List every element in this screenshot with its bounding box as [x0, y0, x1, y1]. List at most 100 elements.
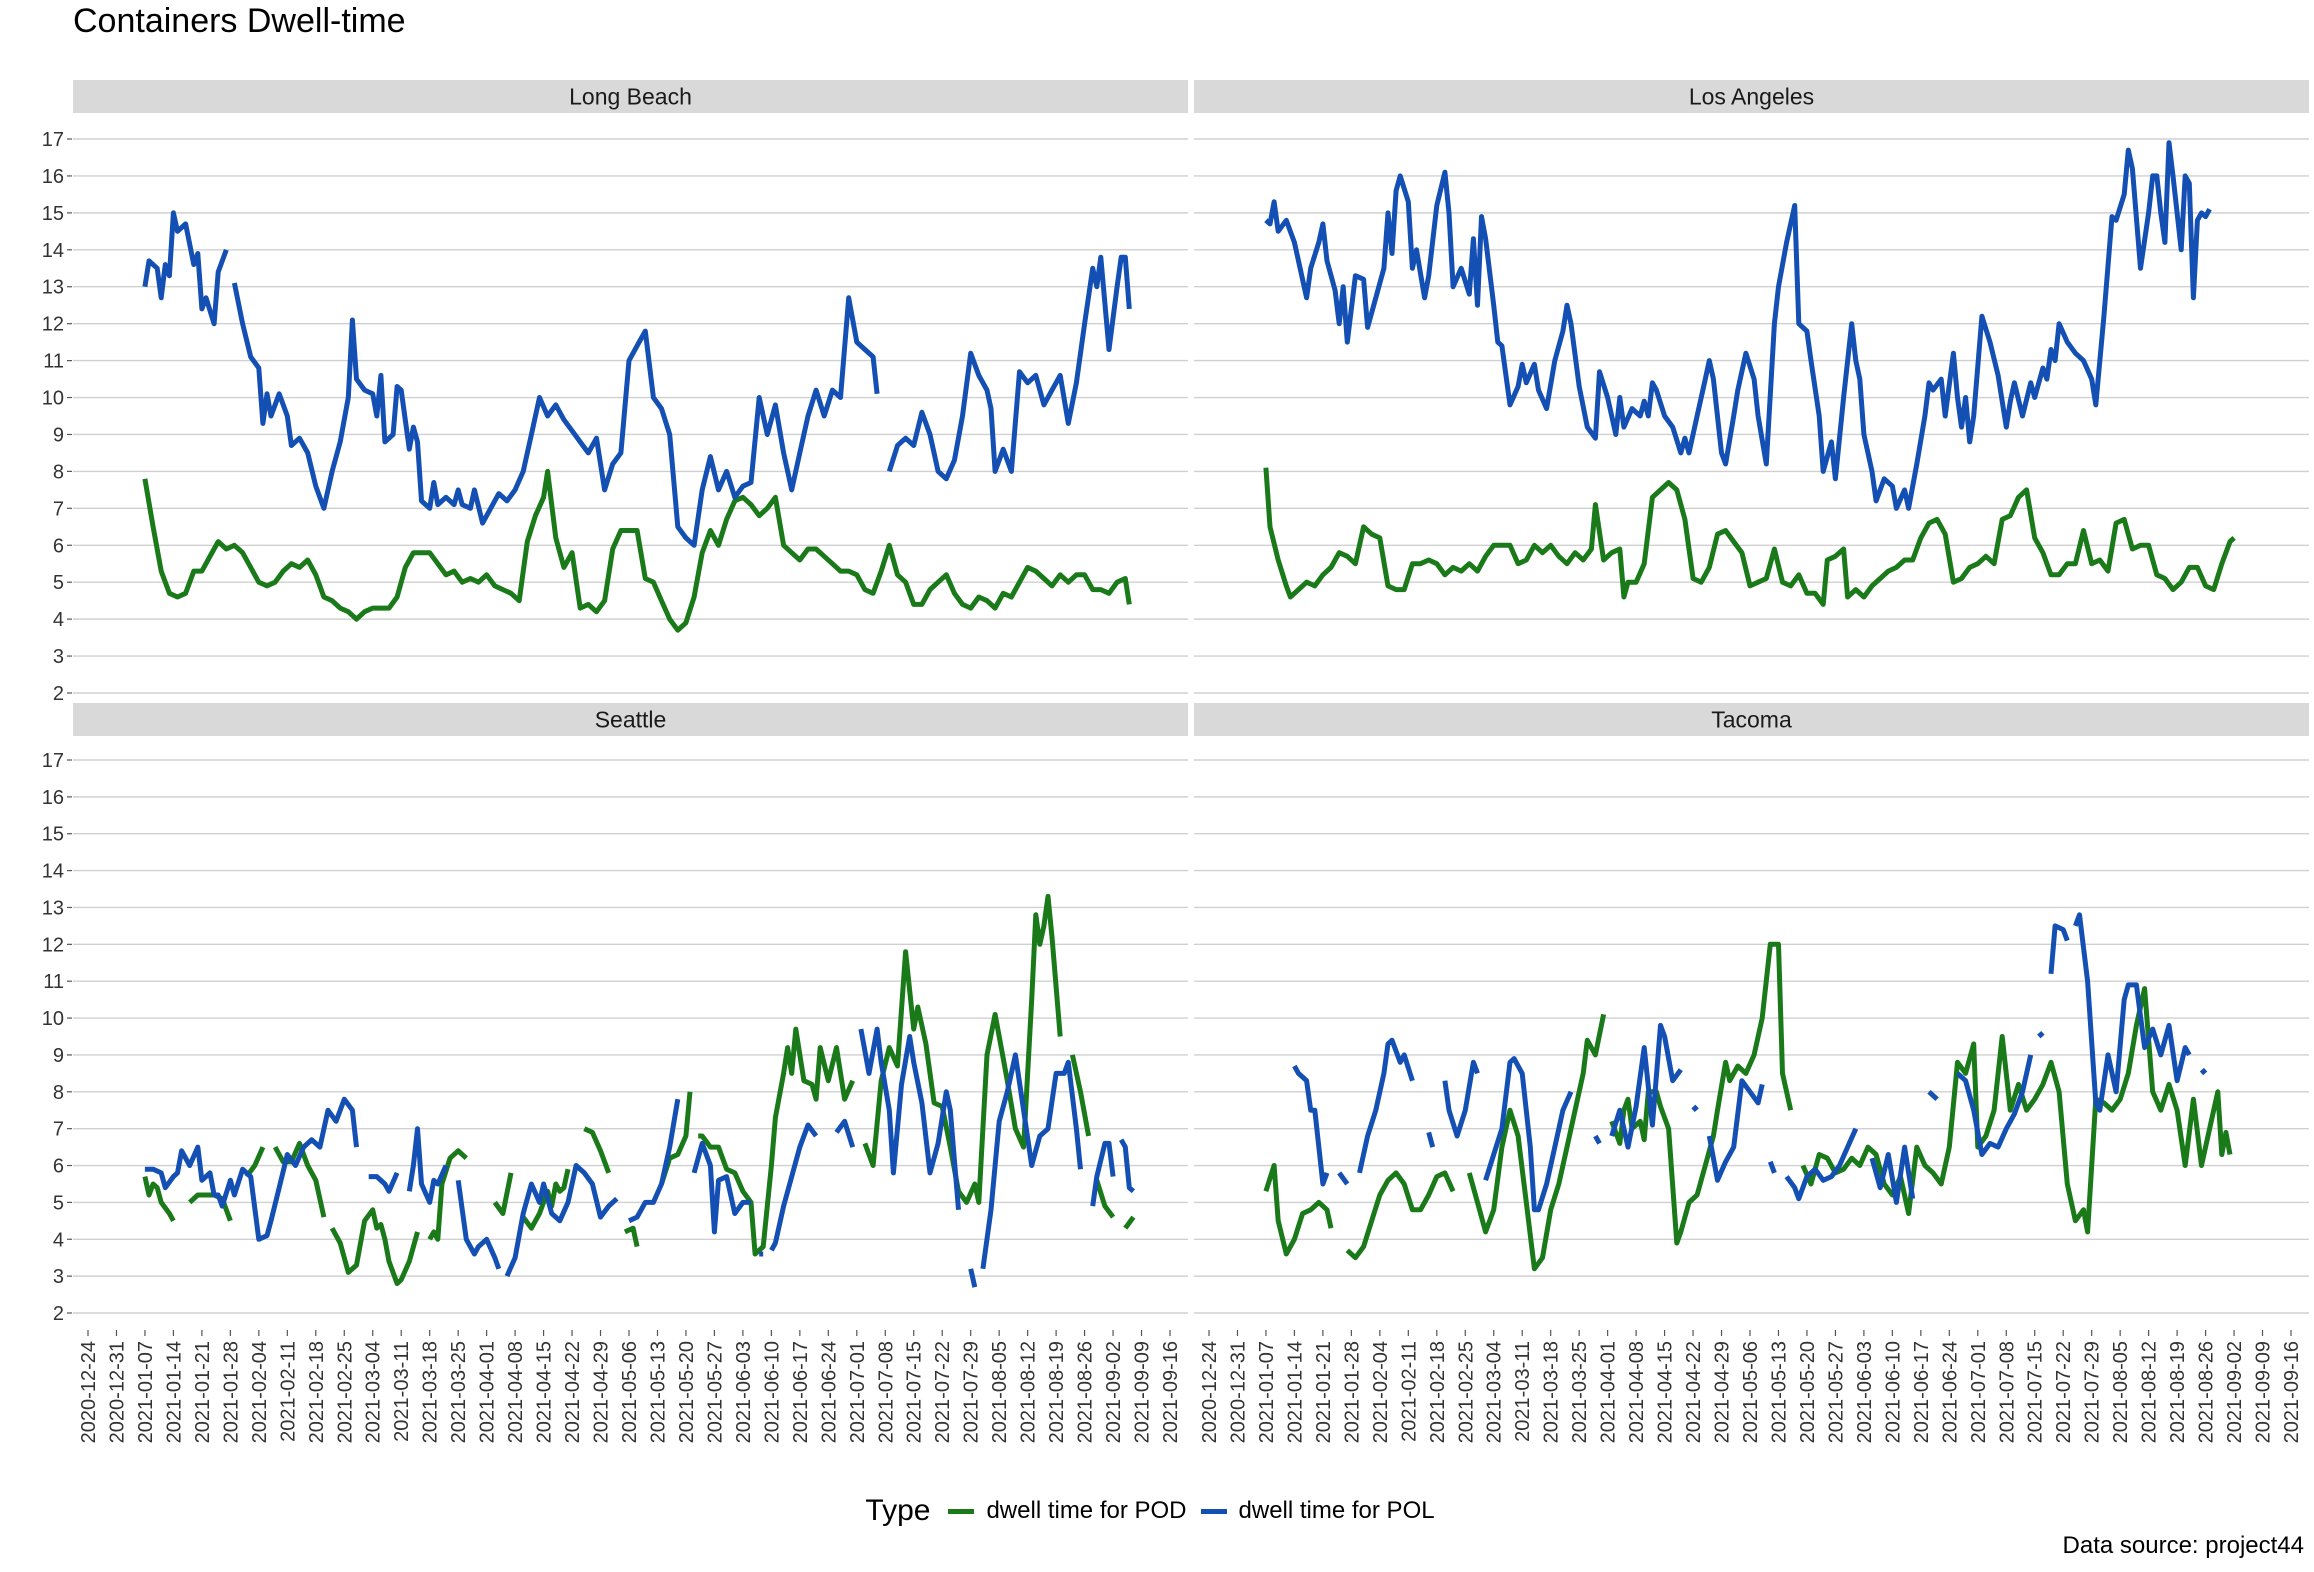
x-tick-label: 2021-07-15	[904, 1341, 926, 1443]
x-tick-label: 2021-02-04	[249, 1341, 271, 1443]
y-tick-label: 12	[42, 314, 64, 336]
legend-label-pod: dwell time for POD	[986, 1497, 1187, 1524]
x-tick-label: 2021-08-12	[2139, 1341, 2161, 1443]
y-tick-label: 6	[53, 535, 64, 557]
caption: Data source: project44	[2062, 1532, 2304, 1559]
facet-strip-label: Long Beach	[569, 84, 692, 110]
x-tick-label: 2021-05-27	[704, 1341, 726, 1443]
series-line-pod	[1263, 941, 2233, 1272]
x-tick-label: 2021-06-10	[761, 1341, 783, 1443]
y-tick-label: 15	[42, 824, 64, 846]
x-tick-label: 2021-03-11	[391, 1341, 413, 1442]
x-tick-label: 2021-02-18	[306, 1341, 328, 1443]
x-tick-label: 2021-05-13	[647, 1341, 669, 1443]
legend-item-pol: dwell time for POL	[1200, 1497, 1435, 1525]
x-tick-label: 2021-01-28	[220, 1341, 242, 1443]
x-tick-label: 2021-09-09	[1132, 1341, 1154, 1443]
y-tick-label: 17	[42, 750, 64, 772]
legend-swatch-pol	[1200, 1508, 1227, 1514]
x-tick-label: 2021-07-01	[1968, 1341, 1990, 1443]
x-tick-label: 2021-01-14	[1284, 1341, 1306, 1443]
x-tick-label: 2021-07-15	[2025, 1341, 2047, 1443]
x-tick-label: 2021-09-09	[2253, 1341, 2275, 1443]
legend-title: Type	[865, 1494, 931, 1527]
x-tick-label: 2021-04-22	[1683, 1341, 1705, 1443]
facet-panel-3: Seattle 2 3 4 5 6 7 8 9 10 11 12 13 14 15 16 17 2020-12-2…	[42, 703, 1188, 1443]
x-tick-label: 2021-05-06	[1740, 1341, 1762, 1443]
y-tick-label: 10	[42, 388, 64, 410]
x-tick-label: 2021-08-12	[1018, 1341, 1040, 1443]
x-tick-label: 2021-08-05	[989, 1341, 1011, 1443]
y-tick-label: 5	[53, 572, 64, 594]
x-tick-label: 2020-12-24	[78, 1341, 100, 1443]
x-tick-label: 2021-09-16	[2281, 1341, 2303, 1443]
x-tick-label: 2021-02-25	[1455, 1341, 1477, 1443]
x-tick-label: 2021-06-03	[733, 1341, 755, 1443]
legend: Type dwell time for POD dwell time for P…	[0, 1494, 2314, 1528]
y-tick-label: 10	[42, 1008, 64, 1030]
facet-panel-4: Tacoma 2020-12-24 2020-12-31 2021-01-07 2021…	[1194, 703, 2309, 1443]
x-tick-label: 2021-03-25	[1569, 1341, 1591, 1443]
y-tick-label: 12	[42, 934, 64, 956]
chart-title: Containers Dwell-time	[73, 2, 406, 40]
x-tick-label: 2021-08-19	[1046, 1341, 1068, 1443]
x-tick-label: 2021-08-19	[2167, 1341, 2189, 1443]
x-tick-label: 2021-04-15	[534, 1341, 556, 1443]
x-tick-label: 2021-06-03	[1854, 1341, 1876, 1443]
x-tick-label: 2021-01-21	[1313, 1341, 1335, 1443]
x-tick-label: 2021-07-29	[961, 1341, 983, 1443]
x-tick-label: 2021-02-04	[1370, 1341, 1392, 1443]
y-tick-label: 4	[53, 609, 64, 631]
x-tick-label: 2020-12-24	[1199, 1341, 1221, 1443]
series-line-pol	[1264, 140, 2212, 511]
legend-item-pod: dwell time for POD	[948, 1497, 1187, 1525]
x-tick-label: 2021-07-29	[2082, 1341, 2104, 1443]
y-tick-label: 9	[53, 1045, 64, 1067]
x-tick-label: 2021-04-29	[1712, 1341, 1734, 1443]
x-tick-label: 2021-04-01	[1598, 1341, 1620, 1443]
x-tick-label: 2021-05-27	[1825, 1341, 1847, 1443]
y-tick-label: 8	[53, 461, 64, 483]
x-tick-label: 2021-06-10	[1882, 1341, 1904, 1443]
y-tick-label: 3	[53, 646, 64, 668]
facet-strip-label: Tacoma	[1711, 707, 1792, 733]
y-tick-label: 4	[53, 1229, 64, 1251]
x-tick-label: 2021-08-26	[1075, 1341, 1097, 1443]
x-tick-label: 2021-04-01	[477, 1341, 499, 1443]
y-tick-label: 13	[42, 897, 64, 919]
x-tick-label: 2021-01-14	[163, 1341, 185, 1443]
x-tick-label: 2021-07-22	[932, 1341, 954, 1443]
y-tick-label: 2	[53, 1303, 64, 1325]
x-tick-label: 2021-05-20	[1797, 1341, 1819, 1443]
series-line-pod	[142, 893, 1136, 1286]
y-tick-label: 6	[53, 1156, 64, 1178]
facet-strip	[73, 703, 1188, 736]
x-tick-label: 2021-07-22	[2053, 1341, 2075, 1443]
facet-strip-label: Los Angeles	[1689, 84, 1814, 110]
y-tick-label: 11	[43, 351, 64, 373]
x-tick-label: 2021-04-15	[1655, 1341, 1677, 1443]
x-tick-label: 2021-07-01	[847, 1341, 869, 1443]
y-tick-label: 15	[42, 203, 64, 225]
series-line-pol	[144, 1026, 1136, 1288]
x-tick-label: 2021-03-04	[363, 1341, 385, 1443]
y-tick-label: 16	[42, 787, 64, 809]
x-tick-label: 2021-09-02	[1103, 1341, 1125, 1443]
x-tick-label: 2021-08-05	[2110, 1341, 2132, 1443]
x-tick-label: 2021-03-11	[1512, 1341, 1534, 1442]
x-tick-label: 2021-07-08	[875, 1341, 897, 1443]
x-tick-label: 2021-02-18	[1427, 1341, 1449, 1443]
facet-panel-1: Long Beach 2 3 4 5 6 7 8 9 10 11 12 13 14 15 16 17	[42, 80, 1188, 705]
x-tick-label: 2021-06-24	[818, 1341, 840, 1443]
y-tick-label: 17	[42, 129, 64, 151]
legend-swatch-pod	[948, 1508, 975, 1514]
y-tick-label: 14	[42, 861, 64, 883]
y-tick-label: 3	[53, 1266, 64, 1288]
x-tick-label: 2021-04-22	[562, 1341, 584, 1443]
facet-panel-2: Los Angeles	[1194, 80, 2309, 694]
x-tick-label: 2021-02-11	[1398, 1341, 1420, 1442]
y-tick-label: 13	[42, 277, 64, 299]
x-tick-label: 2021-04-08	[1626, 1341, 1648, 1443]
facet-strip	[1194, 703, 2309, 736]
